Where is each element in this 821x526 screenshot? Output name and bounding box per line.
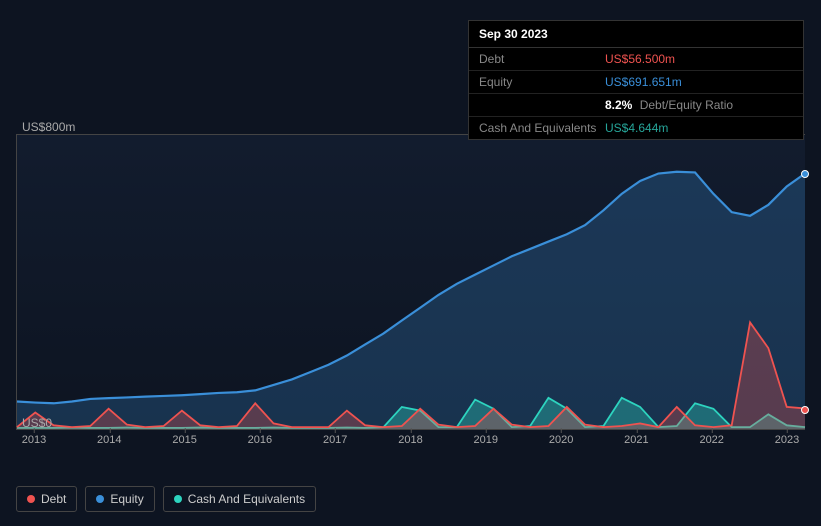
- cursor-dot: [801, 170, 809, 178]
- legend-item[interactable]: Equity: [85, 486, 154, 512]
- x-axis-tick: 2015: [172, 434, 196, 446]
- chart-plot-area[interactable]: [16, 134, 805, 430]
- x-axis-tick: 2016: [248, 434, 272, 446]
- tooltip-value: US$56.500m: [605, 52, 675, 66]
- tooltip-label: [479, 98, 605, 112]
- x-axis-tick: 2017: [323, 434, 347, 446]
- chart-tooltip: Sep 30 2023 Debt US$56.500m Equity US$69…: [468, 20, 804, 140]
- legend-label: Debt: [41, 492, 66, 506]
- x-axis-tick: 2023: [775, 434, 799, 446]
- ratio-pct: 8.2%: [605, 98, 632, 112]
- tooltip-value: US$691.651m: [605, 75, 682, 89]
- cursor-dot: [801, 406, 809, 414]
- tooltip-row-cash: Cash And Equivalents US$4.644m: [469, 117, 803, 139]
- tooltip-row-debt: Debt US$56.500m: [469, 48, 803, 71]
- tooltip-row-equity: Equity US$691.651m: [469, 71, 803, 94]
- series-area: [17, 172, 805, 429]
- legend-item[interactable]: Debt: [16, 486, 77, 512]
- x-axis: 2013 2014 2015 2016 2017 2018 2019 2020 2021 2022…: [16, 434, 805, 454]
- x-axis-tick: 2013: [22, 434, 46, 446]
- tooltip-date: Sep 30 2023: [469, 21, 803, 48]
- tooltip-label: Cash And Equivalents: [479, 121, 605, 135]
- tooltip-label: Debt: [479, 52, 605, 66]
- x-axis-tick: 2018: [398, 434, 422, 446]
- legend-dot-icon: [27, 495, 35, 503]
- chart-legend: Debt Equity Cash And Equivalents: [16, 486, 316, 512]
- legend-item[interactable]: Cash And Equivalents: [163, 486, 316, 512]
- tooltip-value: US$4.644m: [605, 121, 668, 135]
- x-axis-tick: 2014: [97, 434, 121, 446]
- x-axis-tick: 2022: [699, 434, 723, 446]
- x-axis-tick: 2021: [624, 434, 648, 446]
- y-axis-label-bottom: US$0: [22, 416, 52, 430]
- ratio-label: Debt/Equity Ratio: [640, 98, 733, 112]
- legend-label: Equity: [110, 492, 143, 506]
- x-axis-tick: 2020: [549, 434, 573, 446]
- chart-svg: [17, 135, 805, 429]
- legend-dot-icon: [174, 495, 182, 503]
- tooltip-row-ratio: 8.2% Debt/Equity Ratio: [469, 94, 803, 117]
- legend-dot-icon: [96, 495, 104, 503]
- tooltip-ratio: 8.2% Debt/Equity Ratio: [605, 98, 733, 112]
- x-axis-tick: 2019: [474, 434, 498, 446]
- tooltip-label: Equity: [479, 75, 605, 89]
- y-axis-label-top: US$800m: [22, 120, 75, 134]
- legend-label: Cash And Equivalents: [188, 492, 305, 506]
- chart[interactable]: US$800m US$0 201320142015201620172018201…: [16, 120, 805, 460]
